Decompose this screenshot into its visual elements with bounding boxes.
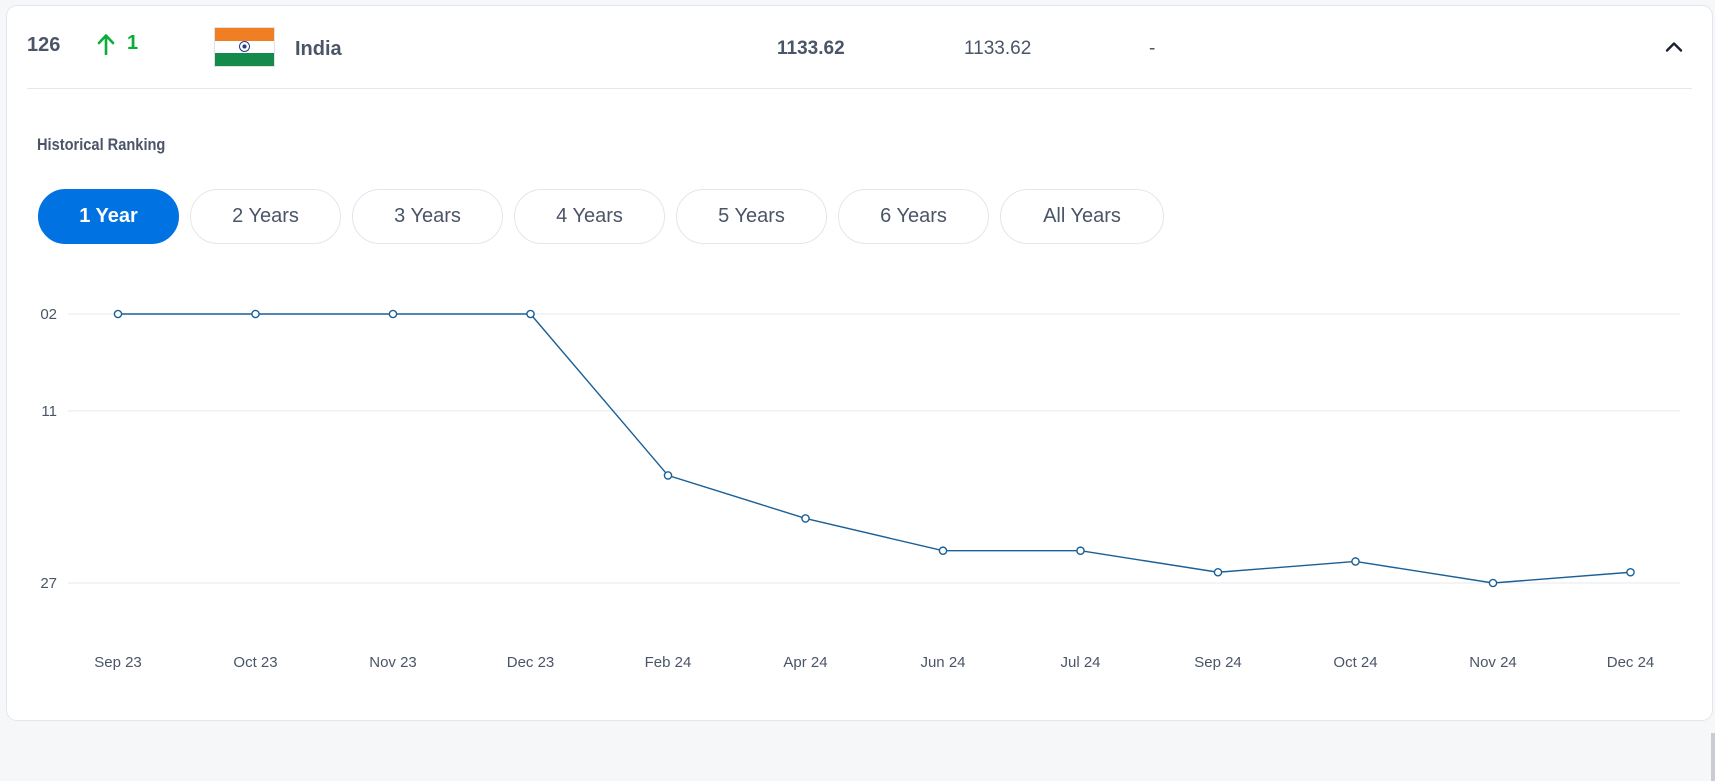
tab-4-years[interactable]: 4 Years (514, 189, 665, 244)
x-axis-label: Sep 24 (1194, 654, 1242, 671)
x-axis-label: Dec 24 (1607, 654, 1655, 671)
page-scrollbar[interactable] (1711, 733, 1715, 781)
data-point[interactable] (1213, 567, 1223, 577)
tab-1-year[interactable]: 1 Year (38, 189, 179, 244)
data-point[interactable] (801, 514, 810, 523)
y-axis-label: 27 (40, 575, 57, 592)
x-axis-label: Dec 23 (507, 654, 555, 671)
rank-change-value: 1 (127, 32, 139, 54)
ranking-line-chart: 02 11 27 Sep 23 Oct 23 Nov 23 Dec 23 Feb 24 Apr… (40, 306, 1680, 671)
country-name: India (295, 38, 342, 60)
data-point[interactable] (663, 471, 673, 480)
data-point[interactable] (1351, 557, 1360, 566)
ranking-line (118, 313, 1631, 584)
data-point[interactable] (1076, 546, 1085, 556)
tab-all-years[interactable]: All Years (1000, 189, 1164, 244)
x-axis-label: Oct 23 (233, 654, 277, 671)
x-axis-label: Nov 23 (369, 654, 417, 671)
y-axis-label: 02 (40, 306, 57, 323)
tab-6-years[interactable]: 6 Years (838, 189, 989, 244)
data-point[interactable] (113, 309, 123, 319)
data-points (113, 309, 1635, 588)
ranking-row[interactable]: 126 1 India 1133.62 1133.62 - (27, 6, 1692, 89)
x-axis-label: Apr 24 (783, 654, 827, 671)
data-point[interactable] (938, 546, 948, 556)
x-axis-label: Nov 24 (1469, 654, 1517, 671)
x-axis-label: Jul 24 (1060, 654, 1100, 671)
tab-5-years[interactable]: 5 Years (676, 189, 827, 244)
current-points: 1133.62 (777, 38, 845, 59)
x-axis-labels: Sep 23 Oct 23 Nov 23 Dec 23 Feb 24 Apr 24 Jun … (94, 654, 1654, 671)
y-axis-labels: 02 11 27 (40, 306, 57, 592)
data-point[interactable] (1626, 567, 1635, 577)
period-tabs: 1 Year 2 Years 3 Years 4 Years 5 Years 6… (38, 189, 1164, 244)
data-point[interactable] (1488, 578, 1498, 588)
data-point[interactable] (251, 309, 260, 319)
section-title: Historical Ranking (37, 135, 166, 154)
rank-value: 126 (27, 34, 61, 56)
x-axis-label: Oct 24 (1333, 654, 1377, 671)
x-axis-label: Jun 24 (920, 654, 965, 671)
rank-change: 1 (97, 32, 138, 55)
previous-points: 1133.62 (964, 38, 1032, 59)
y-axis-label: 11 (41, 403, 57, 420)
data-point[interactable] (526, 309, 535, 319)
chart-gridlines (68, 313, 1680, 584)
tab-3-years[interactable]: 3 Years (352, 189, 503, 244)
points-difference: - (1149, 38, 1156, 59)
x-axis-label: Feb 24 (645, 654, 692, 671)
x-axis-label: Sep 23 (94, 654, 142, 671)
india-flag-icon (214, 27, 275, 67)
chevron-up-icon[interactable] (1662, 35, 1686, 59)
ranking-card: 126 1 India 1133.62 1133.62 - Historical… (6, 5, 1713, 721)
data-point[interactable] (388, 309, 398, 319)
tab-2-years[interactable]: 2 Years (190, 189, 341, 244)
arrow-up-icon (97, 33, 115, 55)
